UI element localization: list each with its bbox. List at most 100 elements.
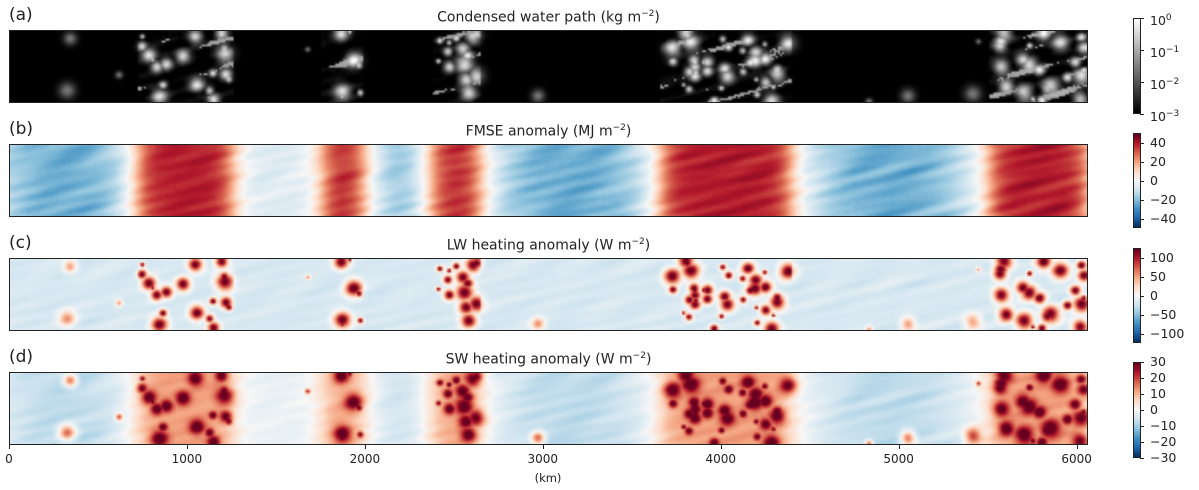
tick-base: 50 (1150, 268, 1166, 284)
panel-a-label: (a) (9, 5, 33, 25)
colorbar-tick (1140, 218, 1144, 220)
colorbar-tick-label: 0 (1150, 287, 1158, 303)
colorbar-tick (1140, 442, 1144, 443)
x-tick-label: 6000 (1061, 452, 1092, 466)
x-tick-label: 3000 (527, 452, 559, 466)
tick-base: 10 (1150, 386, 1166, 401)
title-exp: −2 (641, 9, 655, 19)
panel-c-label: (c) (9, 233, 32, 253)
colorbar-tick-label: −20 (1150, 191, 1177, 207)
tick-exponent: −1 (1165, 45, 1180, 55)
colorbar-tick-label: 50 (1150, 268, 1166, 284)
colorbar-tick (1140, 314, 1144, 316)
tick-base: 30 (1150, 354, 1166, 369)
x-tick (542, 445, 544, 449)
tick-base: 10 (1150, 45, 1166, 61)
x-tick (1076, 445, 1078, 449)
title-end: ) (654, 9, 660, 26)
colorbar-tick (1140, 50, 1144, 51)
title-text: FMSE anomaly (MJ m (465, 123, 613, 140)
tick-exponent: 0 (1165, 13, 1172, 23)
colorbar-tick-label: −10 (1150, 419, 1176, 433)
tick-base: 0 (1150, 287, 1158, 303)
colorbar-tick-label: 30 (1150, 355, 1166, 369)
x-tick (720, 445, 722, 449)
colorbar-tick-label: 20 (1150, 153, 1166, 169)
colorbar-tick-label: 100 (1150, 249, 1174, 265)
x-tick (364, 445, 366, 449)
tick-exponent: −2 (1165, 77, 1180, 87)
colorbar-tick (1140, 426, 1144, 427)
heatmap-panel-d (9, 372, 1088, 445)
tick-base: 20 (1150, 153, 1166, 169)
colorbar-tick-label: 10−2 (1150, 75, 1179, 92)
title-exp: −2 (632, 351, 646, 361)
title-end: ) (645, 351, 652, 368)
panel-d-title: SW heating anomaly (W m−2) (9, 351, 1088, 368)
colorbar-tick-label: 10−1 (1150, 43, 1179, 60)
colorbar-tick (1140, 410, 1144, 411)
colorbar-tick-label: −20 (1150, 435, 1176, 449)
tick-base: −100 (1150, 325, 1185, 341)
x-axis-label: (km) (534, 471, 562, 485)
colorbar-tick (1140, 180, 1144, 182)
x-tick (898, 445, 900, 449)
tick-base: 20 (1150, 370, 1166, 385)
title-end: ) (644, 237, 651, 254)
colorbar-tick-label: −30 (1150, 451, 1176, 465)
colorbar-tick-label: −40 (1150, 210, 1177, 226)
colorbar-tick (1140, 333, 1144, 335)
colorbar-tick (1140, 276, 1144, 278)
colorbar-tick (1140, 394, 1144, 395)
tick-base: 10 (1150, 13, 1166, 29)
colorbar-tick-label: 0 (1150, 403, 1158, 417)
colorbar-tick-label: 40 (1150, 134, 1166, 150)
title-exp: −2 (612, 123, 626, 133)
tick-base: 10 (1150, 109, 1166, 125)
tick-base: 0 (1150, 172, 1158, 188)
title-text: Condensed water path (kg m (437, 9, 642, 26)
colorbar-tick (1140, 257, 1144, 259)
tick-base: −40 (1150, 210, 1177, 226)
colorbar-tick-label: −100 (1150, 325, 1185, 341)
colorbar-tick (1140, 82, 1144, 83)
colorbar-tick (1140, 458, 1144, 459)
colorbar-tick (1140, 295, 1144, 297)
tick-base: −50 (1150, 306, 1177, 322)
heatmap-panel-a (9, 30, 1088, 103)
x-tick-label: 5000 (883, 452, 914, 466)
x-tick-label: 0 (5, 452, 13, 466)
tick-base: −20 (1150, 191, 1177, 207)
colorbar-tick-label: 10 (1150, 387, 1166, 401)
tick-exponent: −3 (1165, 109, 1180, 119)
tick-base: 40 (1150, 134, 1166, 150)
tick-base: −30 (1150, 450, 1177, 465)
x-tick-label: 2000 (349, 452, 381, 466)
colorbar-tick-label: 10−3 (1150, 107, 1179, 124)
colorbar-tick-label: 20 (1150, 371, 1166, 385)
tick-base: 100 (1150, 249, 1174, 265)
tick-base: −10 (1150, 418, 1177, 433)
x-tick (9, 445, 10, 449)
tick-base: 0 (1150, 402, 1158, 417)
colorbar-tick (1140, 161, 1144, 163)
title-text: SW heating anomaly (W m (445, 351, 633, 368)
title-end: ) (625, 123, 632, 140)
colorbar-tick (1140, 378, 1144, 379)
colorbar-a (1133, 18, 1141, 114)
title-exp: −2 (631, 237, 645, 247)
tick-base: −20 (1150, 434, 1177, 449)
x-tick-label: 1000 (171, 452, 203, 466)
panel-d-label: (d) (9, 347, 34, 367)
colorbar-tick (1140, 199, 1144, 201)
colorbar-tick-label: −50 (1150, 306, 1177, 322)
colorbar-tick-label: 0 (1150, 172, 1158, 188)
colorbar-tick (1140, 142, 1144, 144)
title-text: LW heating anomaly (W m (446, 237, 632, 254)
tick-base: 10 (1150, 77, 1166, 93)
colorbar-tick (1140, 362, 1144, 363)
panel-b-title: FMSE anomaly (MJ m−2) (9, 123, 1088, 140)
heatmap-panel-c (9, 258, 1088, 331)
panel-c-title: LW heating anomaly (W m−2) (9, 237, 1088, 254)
x-tick-label: 4000 (705, 452, 736, 466)
